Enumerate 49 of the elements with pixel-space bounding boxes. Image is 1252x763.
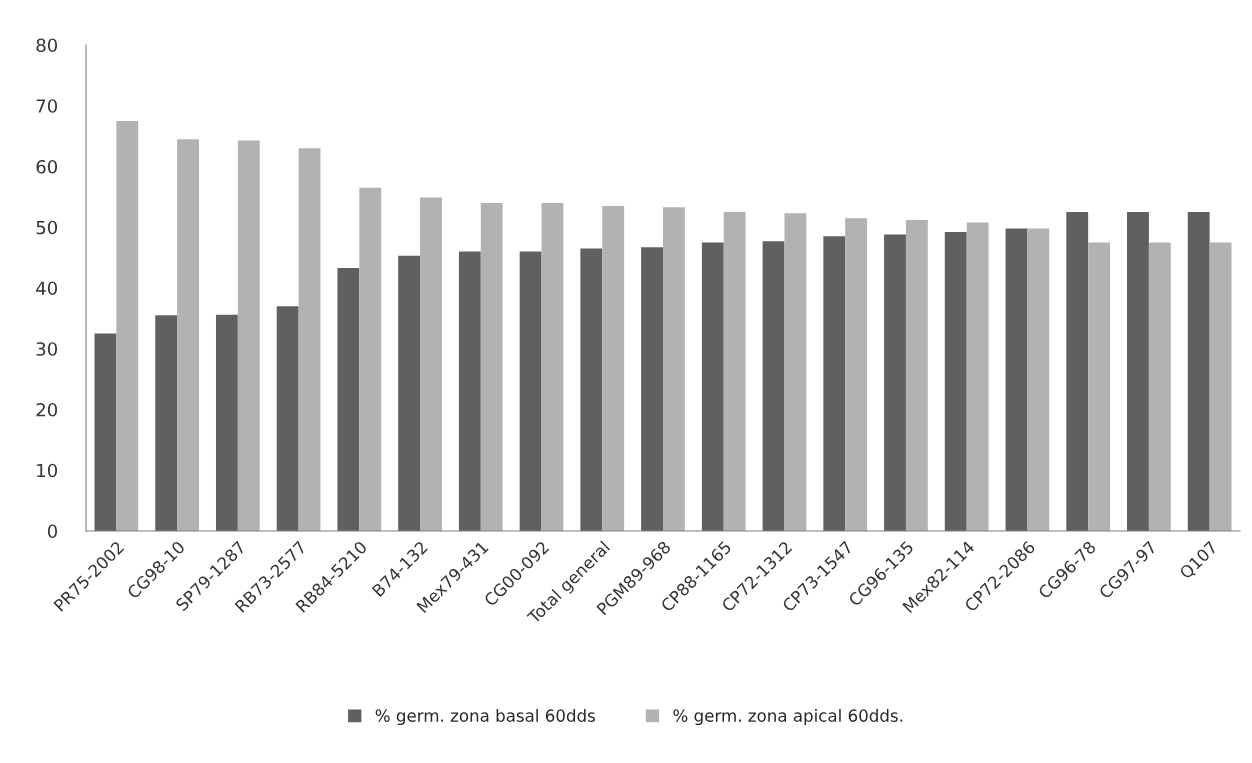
bar	[237, 140, 260, 531]
y-tick-label: 60	[36, 159, 58, 174]
bar	[541, 202, 564, 531]
bar	[398, 255, 421, 531]
bar	[823, 236, 846, 531]
bar	[215, 314, 238, 531]
bar	[784, 213, 807, 531]
bar	[1005, 228, 1028, 531]
bar	[1148, 242, 1171, 531]
bar	[116, 120, 139, 531]
y-tick-label: 50	[36, 220, 58, 235]
legend-label: % germ. zona apical 60dds.	[673, 708, 903, 726]
y-tick-label: 80	[36, 38, 58, 53]
bar	[177, 139, 199, 531]
bar	[580, 248, 603, 531]
bar	[762, 241, 785, 531]
bar	[663, 207, 685, 531]
y-tick-label: 30	[36, 342, 58, 356]
legend-label: % germ. zona basal 60dds	[375, 708, 595, 726]
bar	[966, 222, 989, 531]
bar	[1127, 212, 1149, 531]
bar	[94, 333, 117, 531]
bar	[155, 315, 178, 531]
y-tick-label: 20	[36, 402, 58, 417]
bar	[420, 197, 442, 531]
bar	[359, 187, 382, 531]
y-tick-label: 40	[36, 281, 58, 296]
bar	[480, 202, 503, 531]
bar	[641, 247, 663, 531]
bar	[723, 212, 746, 531]
bar	[1027, 228, 1050, 531]
bar	[276, 306, 299, 531]
bar	[337, 267, 360, 531]
y-tick-label: 0	[47, 524, 58, 539]
bar	[602, 205, 625, 531]
bar	[884, 234, 906, 531]
y-tick-label: 10	[37, 463, 58, 478]
bar	[845, 218, 868, 531]
bar	[905, 219, 928, 531]
bar	[458, 251, 481, 531]
y-tick-label: 70	[36, 99, 58, 113]
bar	[519, 251, 542, 531]
bar	[1066, 212, 1089, 531]
bar	[1187, 212, 1210, 531]
bar	[944, 232, 967, 531]
bar	[298, 148, 321, 531]
bar	[701, 242, 724, 531]
bar	[1209, 242, 1232, 531]
bar	[1088, 242, 1111, 531]
